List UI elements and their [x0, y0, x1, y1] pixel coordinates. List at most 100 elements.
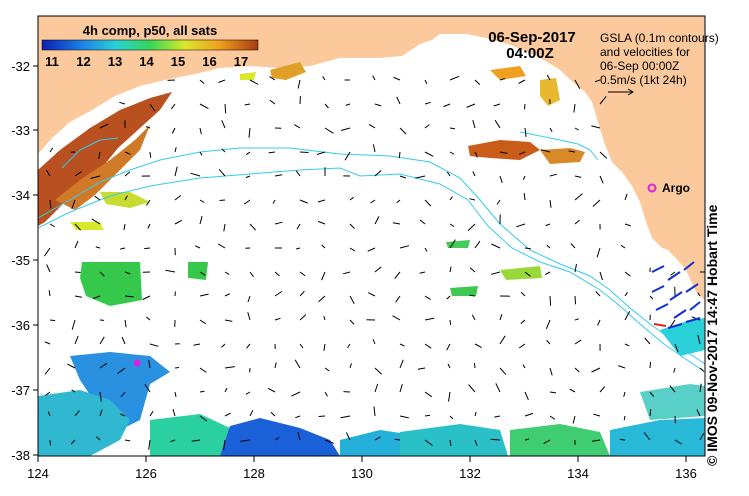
velocity-arrow: [643, 432, 651, 441]
velocity-arrow: [342, 271, 351, 275]
velocity-arrow: [519, 151, 526, 155]
velocity-arrow: [349, 363, 352, 369]
velocity-arrow: [524, 438, 530, 441]
velocity-arrow: [170, 103, 176, 110]
velocity-arrow: [399, 175, 407, 179]
velocity-arrow: [374, 103, 382, 107]
velocity-arrow: [424, 343, 432, 349]
velocity-arrow: [45, 391, 51, 396]
velocity-arrow: [599, 151, 608, 159]
velocity-arrow: [419, 219, 426, 225]
velocity-arrow: [574, 295, 576, 305]
velocity-arrow: [449, 196, 453, 201]
x-tick-label: 136: [675, 466, 697, 481]
velocity-arrow: [47, 411, 51, 417]
velocity-arrow: [674, 343, 679, 353]
velocity-arrow: [494, 415, 501, 418]
velocity-arrow: [324, 103, 329, 109]
map-date: 06-Sep-2017: [488, 29, 576, 46]
velocity-arrow: [174, 195, 182, 201]
velocity-arrow: [120, 413, 126, 417]
velocity-arrow: [374, 216, 380, 225]
velocity-arrow: [499, 367, 507, 375]
velocity-arrow: [595, 290, 601, 297]
legend-line-2: and velocities for: [600, 45, 690, 59]
velocity-arrow: [99, 123, 109, 129]
velocity-arrow: [95, 246, 101, 249]
velocity-arrow: [248, 127, 251, 138]
velocity-arrow: [317, 220, 326, 225]
velocity-arrow: [219, 199, 226, 201]
velocity-arrow: [499, 335, 506, 345]
velocity-arrow: [449, 127, 455, 130]
velocity-arrow: [199, 151, 203, 156]
x-axis: 124 126 128 130 132 134 136: [27, 456, 697, 481]
velocity-arrow: [274, 437, 280, 441]
velocity-arrow: [174, 391, 177, 397]
velocity-arrow: [699, 433, 705, 441]
velocity-arrow: [245, 151, 251, 156]
velocity-arrow: [223, 223, 226, 232]
velocity-arrow: [297, 79, 301, 89]
velocity-arrow: [297, 432, 301, 441]
velocity-arrow: [374, 266, 382, 273]
velocity-arrow: [624, 271, 631, 277]
argo-marker-icon-2: [133, 359, 141, 367]
velocity-arrow: [597, 319, 601, 326]
velocity-arrow: [599, 386, 606, 393]
velocity-arrow: [499, 151, 508, 154]
velocity-arrow: [520, 319, 526, 324]
velocity-arrow: [568, 150, 576, 153]
velocity-arrow: [270, 411, 276, 417]
velocity-arrow: [623, 415, 626, 421]
velocity-arrow: [221, 148, 226, 153]
velocity-arrow: [323, 343, 326, 351]
velocity-arrow: [518, 79, 526, 84]
velocity-arrow: [199, 319, 207, 325]
velocity-arrow: [549, 415, 556, 420]
velocity-arrow: [424, 317, 435, 321]
y-tick-label: -35: [11, 253, 30, 268]
colorbar-tick-label: 15: [171, 54, 185, 69]
colorbar-tick-label: 16: [202, 54, 216, 69]
velocity-arrow: [299, 199, 308, 204]
velocity-arrow: [549, 173, 558, 177]
velocity-arrow: [670, 271, 676, 276]
velocity-arrow: [324, 439, 334, 444]
velocity-arrow: [344, 151, 351, 161]
velocity-arrow: [70, 439, 76, 445]
velocity-arrow: [399, 415, 409, 419]
velocity-arrow: [324, 367, 330, 372]
velocity-arrow: [574, 339, 582, 345]
y-tick-label: -32: [11, 59, 30, 74]
velocity-arrow: [299, 314, 307, 321]
velocity-arrow: [592, 199, 601, 207]
velocity-arrow: [396, 199, 401, 204]
velocity-arrow: [345, 432, 351, 441]
velocity-arrow: [374, 436, 381, 441]
velocity-arrow: [144, 384, 151, 393]
velocity-arrow: [593, 413, 601, 417]
colorbar: 4h comp, p50, all sats 11 12 13 14 15 16 17: [41, 23, 259, 69]
velocity-arrow: [474, 363, 476, 369]
velocity-arrow: [318, 295, 326, 303]
velocity-arrow: [71, 199, 76, 210]
velocity-arrow: [318, 415, 326, 417]
velocity-arrow: [619, 438, 626, 441]
velocity-arrow: [599, 271, 603, 281]
velocity-arrow: [99, 271, 105, 277]
velocity-arrow: [424, 439, 433, 446]
velocity-arrow: [493, 103, 501, 107]
velocity-arrow: [574, 193, 583, 201]
x-tick-label: 134: [567, 466, 589, 481]
velocity-arrow: [148, 359, 151, 369]
velocity-arrow: [474, 240, 481, 249]
colorbar-gradient: [41, 39, 259, 51]
velocity-arrow: [340, 415, 351, 419]
velocity-arrow: [74, 171, 82, 177]
velocity-arrow: [624, 223, 631, 227]
velocity-arrow: [398, 151, 401, 159]
sst-patches: [38, 62, 705, 456]
legend-line-1: GSLA (0.1m contours): [600, 31, 719, 45]
velocity-arrow: [49, 439, 51, 446]
